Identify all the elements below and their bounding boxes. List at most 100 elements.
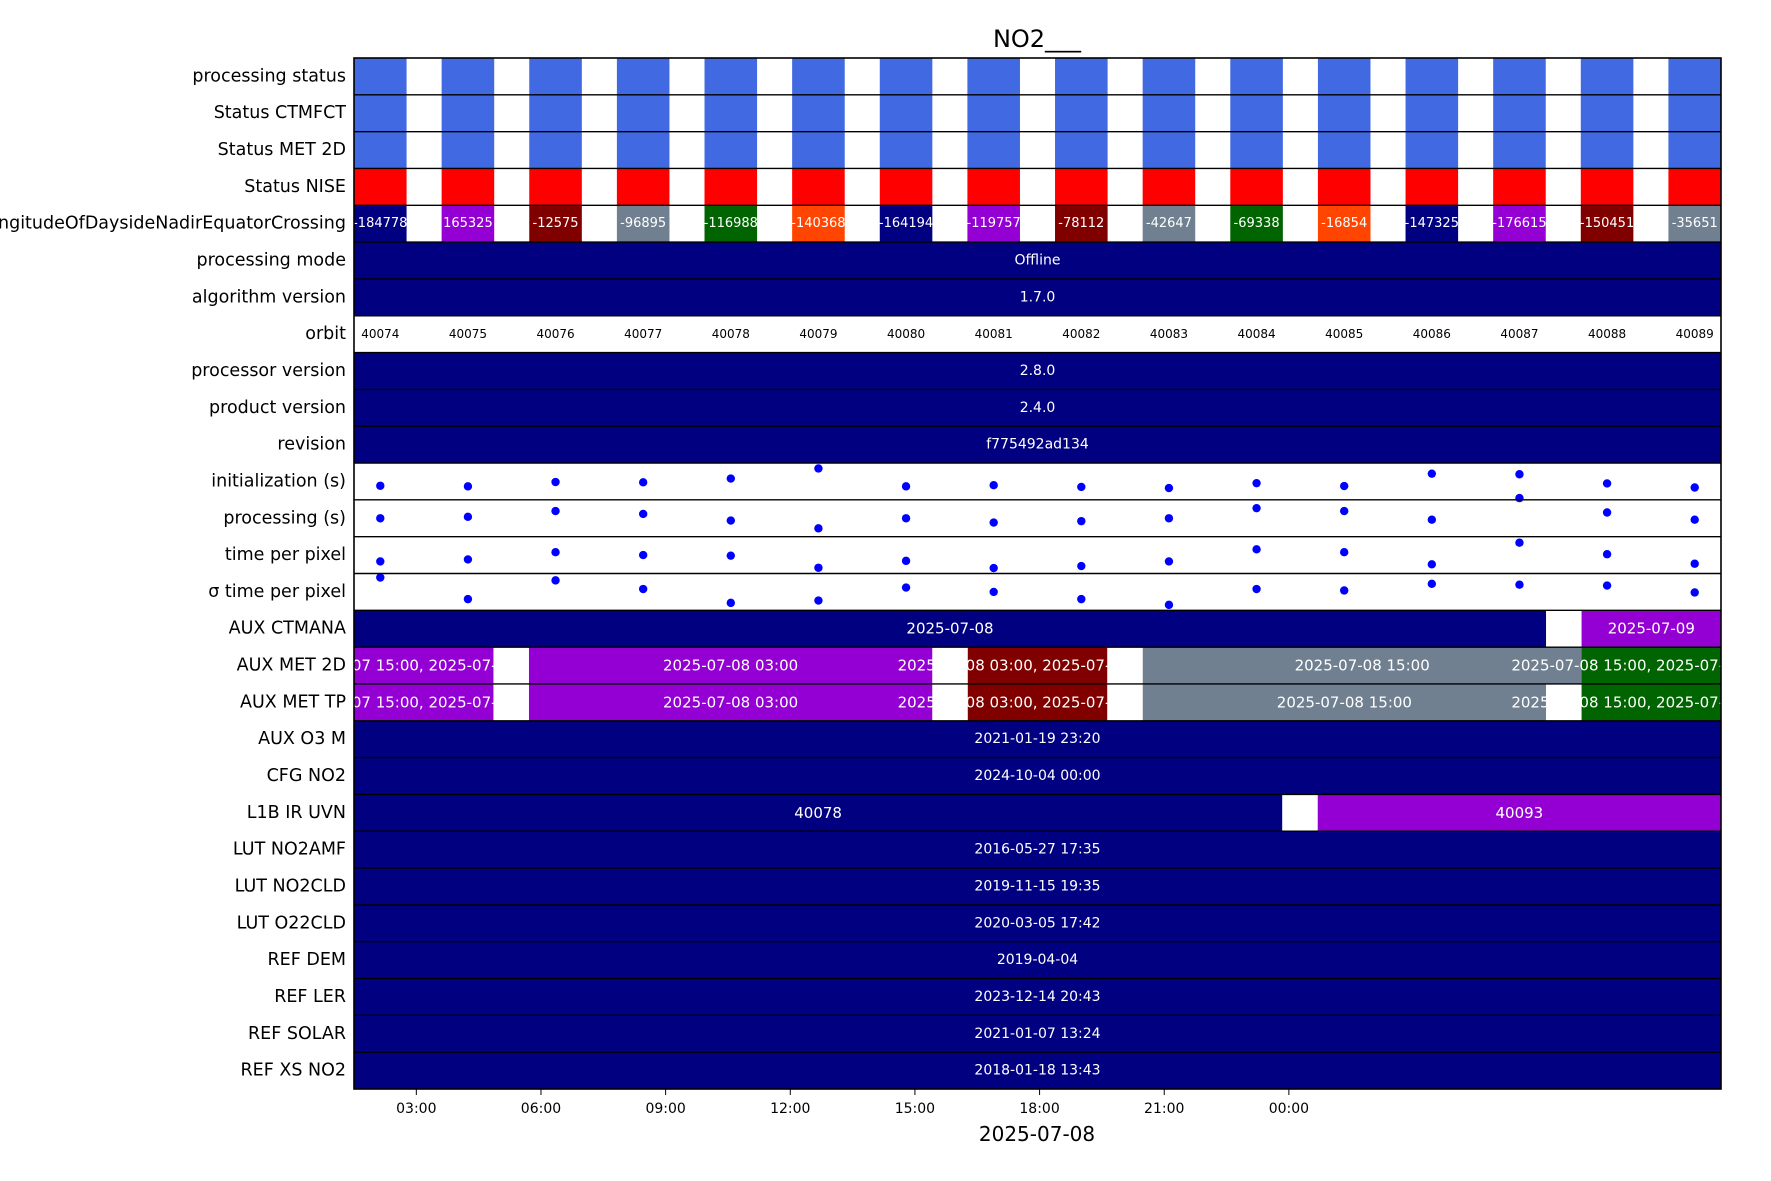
status-block: [792, 58, 845, 95]
data-point: [1077, 561, 1086, 571]
segment-label: 2025-07-08: [906, 620, 993, 638]
row-label: Status NISE: [244, 177, 346, 197]
data-point: [551, 576, 560, 585]
segment-label: 2025-07-08 03:00, 2025-07-08 15:00: [898, 657, 1178, 675]
row-dividers: [354, 94, 1721, 1053]
value-bar: [354, 1015, 1721, 1053]
longitude-block: [704, 205, 758, 243]
chart-title: NO2___: [993, 25, 1082, 53]
status-block: [704, 58, 758, 95]
row-label: algorithm version: [192, 287, 346, 307]
status-block: [616, 168, 670, 206]
data-point: [638, 550, 648, 560]
x-tick-label: 00:00: [1269, 1101, 1309, 1117]
segment-bar: [528, 647, 933, 684]
orbit-number: 40077: [624, 327, 662, 341]
data-point: [1515, 580, 1524, 589]
status-block: [1055, 94, 1108, 132]
segment-bar: [354, 794, 1283, 832]
status-block: [1230, 131, 1283, 169]
row-label: LongitudeOfDaysideNadirEquatorCrossing: [0, 214, 346, 234]
segment-label: 2025-07-08 15:00: [1295, 657, 1430, 675]
value-bar: [354, 904, 1721, 942]
longitude-value: 165325: [443, 216, 493, 231]
data-point: [1164, 600, 1174, 610]
row-label: Status CTMFCT: [214, 103, 347, 123]
status-block: [1580, 94, 1634, 132]
data-point: [989, 587, 998, 597]
longitude-value: -164194: [879, 216, 933, 231]
segment-bar: [967, 647, 1108, 684]
row-label: Status MET 2D: [218, 140, 346, 160]
status-block: [1668, 131, 1721, 169]
value-bar: [354, 831, 1721, 869]
x-tick-label: 09:00: [645, 1101, 685, 1117]
row-label: LUT NO2AMF: [233, 840, 346, 860]
orbit-number: 40085: [1325, 327, 1363, 341]
longitude-value: -16854: [1321, 216, 1367, 231]
row-label: AUX MET TP: [240, 692, 346, 712]
segment-bar: [967, 683, 1108, 721]
data-point: [1690, 483, 1699, 492]
data-point: [638, 584, 648, 594]
status-block: [792, 131, 845, 169]
data-point: [1602, 550, 1612, 559]
data-point: [1252, 545, 1261, 554]
status-block: [792, 168, 845, 206]
orbit-number: 40084: [1237, 327, 1275, 341]
longitude-block: [792, 205, 845, 243]
longitude-value: -150451: [1580, 216, 1634, 231]
data-point: [1164, 557, 1174, 566]
data-point: [376, 573, 385, 582]
longitude-value: -176615: [1492, 216, 1546, 231]
longitude-value: -147325: [1405, 216, 1459, 231]
value-bar: [354, 389, 1721, 427]
segment-label: 2025-07-07 15:00, 2025-07-08 03:00: [284, 657, 564, 675]
longitude-block: [616, 205, 670, 243]
value-label: 2021-01-07 13:24: [974, 1026, 1100, 1042]
status-block: [1493, 131, 1546, 169]
orbit-number: 40089: [1676, 327, 1714, 341]
data-point: [376, 481, 385, 490]
data-point: [1515, 538, 1524, 547]
orbit-number: 40076: [536, 327, 574, 341]
status-block: [1580, 168, 1634, 206]
value-label: 2020-03-05 17:42: [974, 915, 1100, 931]
row-label: L1B IR UVN: [247, 803, 346, 823]
value-bar: [354, 757, 1721, 795]
status-block: [1055, 131, 1108, 169]
status-block: [967, 131, 1020, 169]
row-label: CFG NO2: [267, 766, 346, 786]
row-label: LUT NO2CLD: [235, 876, 346, 896]
status-block: [616, 94, 670, 132]
data-point: [376, 557, 385, 566]
data-point: [1690, 588, 1699, 597]
data-point: [551, 506, 560, 516]
plot-frame: [353, 57, 1722, 1090]
value-bar: [354, 278, 1721, 316]
value-label: 2016-05-27 17:35: [974, 842, 1100, 858]
status-block: [441, 58, 495, 95]
data-point: [376, 514, 385, 523]
value-bar: [354, 1052, 1721, 1089]
data-point: [1515, 470, 1524, 479]
status-block: [441, 94, 495, 132]
data-point: [463, 482, 473, 491]
orbit-number: 40086: [1413, 327, 1451, 341]
status-block: [1142, 94, 1196, 132]
data-point: [1339, 481, 1349, 491]
status-block: [529, 168, 582, 206]
x-tick-label: 21:00: [1144, 1101, 1184, 1117]
data-point: [1515, 493, 1524, 503]
longitude-value: -96895: [620, 216, 666, 231]
segment-bar: [1581, 683, 1721, 721]
segment-label: 2025-07-08 15:00, 2025-07-09 03:00: [1511, 693, 1771, 711]
status-block: [1317, 58, 1371, 95]
segment-label: 40093: [1496, 804, 1544, 822]
status-block: [704, 94, 758, 132]
status-block: [967, 94, 1020, 132]
status-block: [616, 58, 670, 95]
status-block: [529, 94, 582, 132]
status-block: [879, 168, 933, 206]
data-point: [1252, 503, 1261, 513]
